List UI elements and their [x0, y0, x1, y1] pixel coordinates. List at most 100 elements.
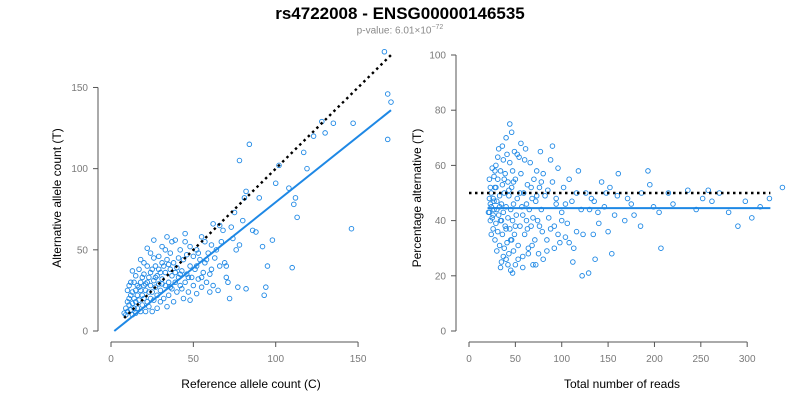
data-point — [185, 274, 192, 281]
data-point — [493, 162, 499, 169]
data-point — [220, 227, 226, 234]
data-point — [139, 274, 146, 281]
data-point — [499, 143, 506, 149]
data-point — [609, 250, 615, 257]
data-point — [322, 130, 328, 136]
data-point — [160, 295, 167, 302]
data-point — [190, 282, 197, 289]
data-point — [533, 262, 539, 268]
y-tick-label: 50 — [77, 245, 89, 256]
data-point — [615, 170, 622, 177]
data-point — [141, 295, 147, 302]
data-point — [624, 195, 631, 202]
data-point — [142, 281, 149, 287]
data-point — [509, 270, 516, 276]
data-point — [131, 279, 137, 286]
data-point — [151, 277, 157, 284]
data-point — [656, 209, 662, 216]
data-point — [490, 195, 496, 202]
data-point — [749, 215, 755, 221]
data-point — [223, 274, 230, 281]
data-point — [518, 140, 524, 147]
data-point — [146, 274, 152, 281]
data-point — [182, 230, 188, 237]
data-point — [159, 243, 165, 250]
data-point — [595, 209, 601, 216]
data-point — [558, 217, 565, 224]
data-point — [294, 214, 300, 221]
data-point — [121, 310, 127, 316]
data-point — [530, 215, 536, 221]
data-point — [766, 195, 773, 202]
data-point — [131, 305, 137, 312]
data-point — [175, 255, 182, 261]
x-tick-label: 0 — [108, 354, 114, 365]
data-point — [210, 221, 216, 227]
data-point — [503, 256, 509, 262]
data-point — [557, 239, 563, 246]
data-point — [256, 195, 262, 201]
x-axis-title: Reference allele count (C) — [181, 377, 320, 391]
data-point — [134, 305, 141, 312]
data-point — [611, 212, 618, 218]
data-point — [139, 302, 146, 308]
data-point — [198, 284, 205, 290]
data-point — [540, 256, 546, 262]
data-point — [141, 260, 147, 266]
data-point — [487, 217, 494, 224]
data-point — [169, 238, 175, 245]
data-point — [494, 154, 501, 160]
data-point — [134, 292, 141, 299]
data-point — [521, 157, 528, 163]
data-point — [494, 248, 500, 254]
data-point — [515, 256, 521, 262]
data-point — [289, 264, 295, 271]
data-point — [195, 276, 202, 282]
data-point — [147, 250, 154, 256]
chart-panel-left: 0 50 100 150 0 50 100 150 Reference allele count… — [50, 49, 394, 391]
data-point — [162, 247, 169, 253]
data-point — [511, 148, 518, 155]
data-point — [579, 273, 585, 279]
data-point — [614, 193, 621, 199]
data-point — [542, 193, 548, 199]
data-point — [505, 262, 511, 268]
data-point — [515, 242, 521, 249]
data-point — [685, 187, 691, 193]
data-point — [507, 159, 513, 166]
data-point — [490, 226, 496, 232]
data-point — [236, 157, 243, 164]
data-point — [590, 231, 597, 238]
data-point — [555, 231, 561, 238]
data-point — [497, 264, 504, 271]
data-point — [310, 133, 317, 139]
data-point — [518, 170, 524, 177]
data-point — [223, 263, 230, 269]
data-point — [182, 238, 188, 245]
data-point — [200, 269, 206, 276]
data-point — [124, 308, 131, 315]
data-point — [525, 250, 532, 257]
x-axis-title: Total number of reads — [564, 377, 680, 391]
data-point — [218, 238, 225, 245]
data-point — [510, 179, 517, 185]
x-tick-label: 50 — [188, 354, 200, 365]
data-point — [207, 271, 213, 277]
data-point — [575, 168, 582, 174]
data-point — [553, 201, 559, 207]
data-point — [538, 179, 545, 185]
data-point — [504, 151, 510, 158]
data-point — [509, 168, 516, 174]
data-point — [381, 49, 388, 55]
y-tick-label: 100 — [429, 51, 446, 62]
y-axis-title: Percentage alternative (T) — [410, 129, 424, 268]
data-point — [488, 231, 495, 238]
data-point — [534, 217, 541, 224]
chart-subtitle: p-value: 6.01×10−72 — [0, 24, 800, 36]
data-point — [384, 91, 391, 97]
y-tick-label: 100 — [71, 164, 88, 175]
data-point — [240, 217, 246, 224]
data-point — [531, 176, 537, 182]
data-point — [699, 195, 706, 202]
data-point — [510, 201, 517, 207]
